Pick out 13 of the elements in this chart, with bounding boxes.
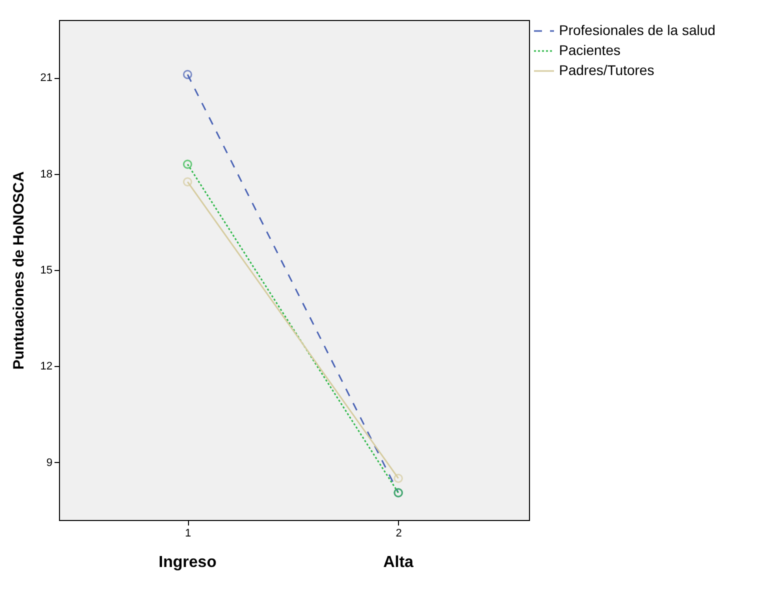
y-tick-label: 21 [40,72,52,84]
legend-label: Pacientes [559,42,620,58]
x-tick-label: 2 [396,528,402,540]
legend-label: Profesionales de la salud [559,22,716,38]
y-tick-label: 18 [40,168,52,180]
text: Alta [383,554,414,571]
x-tick-label: 1 [185,528,192,540]
legend-label: Padres/Tutores [559,62,654,78]
y-tick-label: 12 [40,360,52,373]
y-tick-label: 15 [40,264,52,276]
y-tick-label: 9 [46,456,52,469]
text: Ingreso [158,554,217,571]
y-axis-title: Puntuaciones de HoNOSCA [10,171,28,370]
